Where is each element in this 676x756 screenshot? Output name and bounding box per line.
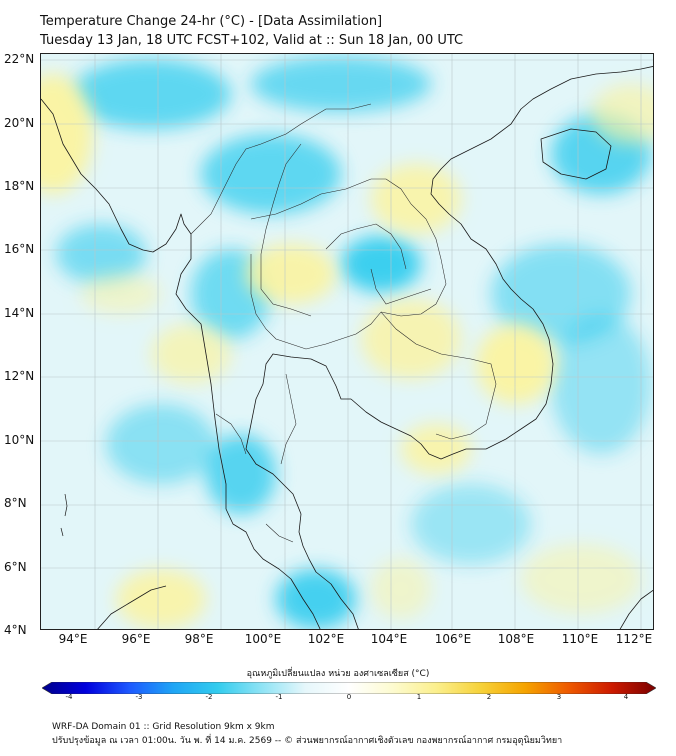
colorbar-tick: -3: [135, 693, 143, 701]
map-svg: [41, 54, 653, 629]
lat-label: 14°N: [4, 306, 35, 320]
colorbar: [41, 679, 657, 695]
colorbar-tick: 0: [346, 693, 352, 701]
lon-label: 100°E: [244, 632, 282, 646]
title-line-2: Tuesday 13 Jan, 18 UTC FCST+102, Valid a…: [40, 33, 464, 48]
lat-label: 16°N: [4, 242, 35, 256]
lon-label: 110°E: [561, 632, 599, 646]
lon-label: 104°E: [370, 632, 408, 646]
colorbar-tick: 1: [416, 693, 422, 701]
graticule: [41, 54, 653, 629]
lon-label: 106°E: [434, 632, 472, 646]
lon-label: 102°E: [307, 632, 345, 646]
lon-label: 94°E: [58, 632, 88, 646]
footer-domain-info: WRF-DA Domain 01 :: Grid Resolution 9km …: [52, 722, 275, 732]
lat-label: 18°N: [4, 179, 35, 193]
lat-label: 20°N: [4, 116, 35, 130]
title-line-1: Temperature Change 24-hr (°C) - [Data As…: [40, 14, 383, 29]
lat-label: 4°N: [4, 623, 27, 637]
lon-label: 96°E: [121, 632, 151, 646]
coastlines: [41, 66, 653, 629]
lat-label: 6°N: [4, 560, 27, 574]
colorbar-tick: 3: [556, 693, 562, 701]
lon-label: 112°E: [615, 632, 653, 646]
lon-label: 108°E: [497, 632, 535, 646]
lat-label: 10°N: [4, 433, 35, 447]
lat-label: 8°N: [4, 496, 27, 510]
colorbar-tick: -2: [205, 693, 213, 701]
colorbar-tick: 2: [486, 693, 492, 701]
colorbar-tick: 4: [623, 693, 629, 701]
footer-credit: ปรับปรุงข้อมูล ณ เวลา 01:00น. วัน พ. ที่…: [52, 736, 563, 746]
colorbar-tick: -4: [65, 693, 73, 701]
lon-label: 98°E: [184, 632, 214, 646]
colorbar-title: อุณหภูมิเปลี่ยนแปลง หน่วย องศาเซลเซียส (…: [246, 669, 430, 679]
lat-label: 12°N: [4, 369, 35, 383]
footer: WRF-DA Domain 01 :: Grid Resolution 9km …: [52, 720, 562, 748]
colorbar-tick: -1: [275, 693, 283, 701]
temperature-change-map[interactable]: [40, 53, 654, 630]
lat-label: 22°N: [4, 52, 35, 66]
admin-borders: [190, 103, 497, 543]
chart-title: Temperature Change 24-hr (°C) - [Data As…: [40, 12, 463, 50]
